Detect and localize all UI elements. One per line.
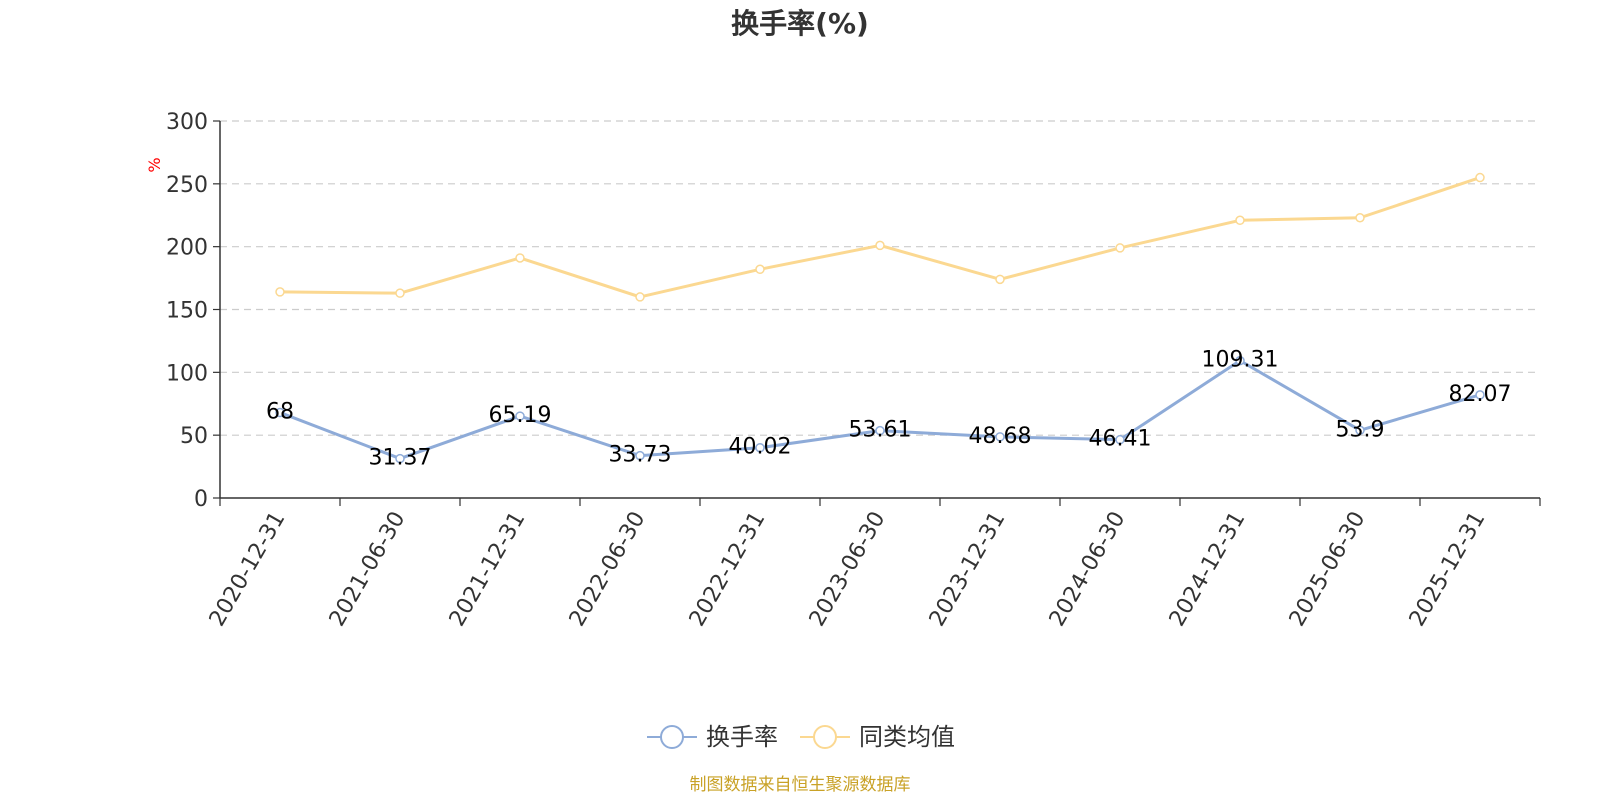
y-axis: 0 50 100 150 200 250 300 bbox=[166, 110, 221, 512]
legend[interactable]: 换手率 同类均值 bbox=[647, 723, 955, 751]
legend-label: 同类均值 bbox=[859, 723, 955, 751]
series-line-0 bbox=[279, 359, 1481, 461]
data-point-0 bbox=[635, 450, 645, 461]
legend-item-0[interactable]: 换手率 bbox=[647, 723, 778, 751]
x-tick-label: 2021-06-30 bbox=[325, 508, 411, 631]
data-label: 82.07 bbox=[1449, 382, 1512, 407]
data-labels: 68 31.37 65.19 33.73 40.02 53.61 48.68 46.41 109… bbox=[266, 348, 1511, 471]
data-point-0 bbox=[1115, 434, 1125, 445]
series-layer bbox=[275, 172, 1485, 464]
data-label: 65.19 bbox=[489, 403, 552, 428]
data-point-0 bbox=[1355, 425, 1365, 436]
x-axis: 2020-12-31 2021-06-30 2021-12-31 2022-06-30… bbox=[205, 497, 1541, 631]
legend-item-1[interactable]: 同类均值 bbox=[800, 723, 955, 751]
x-tick-label: 2025-12-31 bbox=[1405, 508, 1491, 631]
chart-title: 换手率(%) bbox=[731, 7, 869, 40]
data-point-1 bbox=[1475, 172, 1485, 183]
data-label: 53.61 bbox=[849, 418, 912, 443]
grid-lines bbox=[220, 120, 1540, 436]
x-tick-label: 2025-06-30 bbox=[1285, 508, 1371, 631]
data-point-0 bbox=[515, 411, 525, 421]
y-tick-label: 150 bbox=[166, 299, 208, 324]
data-point-1 bbox=[395, 288, 405, 298]
x-tick-label: 2022-06-30 bbox=[565, 508, 651, 631]
data-point-1 bbox=[515, 253, 525, 263]
data-point-1 bbox=[1355, 213, 1365, 223]
x-tick-label: 2024-12-31 bbox=[1165, 508, 1251, 631]
data-point-0 bbox=[1475, 390, 1485, 400]
x-tick-label: 2020-12-31 bbox=[205, 508, 291, 631]
y-tick-label: 100 bbox=[166, 361, 208, 386]
x-tick-label: 2024-06-30 bbox=[1045, 508, 1131, 631]
data-point-0 bbox=[995, 432, 1005, 442]
data-point-1 bbox=[995, 274, 1005, 285]
data-label: 68 bbox=[266, 400, 294, 425]
data-label: 33.73 bbox=[609, 443, 672, 468]
data-point-1 bbox=[755, 264, 765, 275]
data-label: 31.37 bbox=[369, 446, 432, 471]
source-note: 制图数据来自恒生聚源数据库 bbox=[690, 775, 911, 795]
y-tick-label: 200 bbox=[166, 236, 208, 261]
legend-circle-icon bbox=[660, 725, 684, 749]
data-point-1 bbox=[875, 240, 885, 251]
y-tick-label: 50 bbox=[180, 424, 208, 449]
data-point-1 bbox=[635, 292, 645, 302]
data-point-1 bbox=[275, 287, 285, 297]
x-tick-label: 2023-06-30 bbox=[805, 508, 891, 631]
x-tick-label: 2022-12-31 bbox=[685, 508, 771, 631]
data-point-0 bbox=[875, 425, 885, 436]
legend-label: 换手率 bbox=[706, 723, 778, 751]
data-point-0 bbox=[1235, 355, 1245, 366]
data-label: 40.02 bbox=[729, 435, 792, 460]
series-line-1 bbox=[279, 176, 1481, 299]
data-point-0 bbox=[395, 453, 405, 464]
data-point-1 bbox=[1235, 215, 1245, 226]
data-label: 48.68 bbox=[969, 424, 1032, 449]
data-label: 109.31 bbox=[1202, 348, 1279, 373]
y-axis-unit-label: % bbox=[145, 157, 164, 172]
data-label: 53.9 bbox=[1336, 417, 1385, 442]
data-label: 46.41 bbox=[1089, 427, 1152, 452]
x-tick-label: 2023-12-31 bbox=[925, 508, 1011, 631]
x-tick-label: 2021-12-31 bbox=[445, 508, 531, 631]
data-point-1 bbox=[1115, 243, 1125, 253]
legend-circle-icon bbox=[813, 725, 837, 749]
data-point-0 bbox=[275, 407, 285, 418]
y-tick-label: 300 bbox=[166, 110, 208, 135]
y-tick-label: 250 bbox=[166, 173, 208, 198]
y-tick-label: 0 bbox=[194, 487, 208, 512]
data-point-0 bbox=[755, 442, 765, 453]
